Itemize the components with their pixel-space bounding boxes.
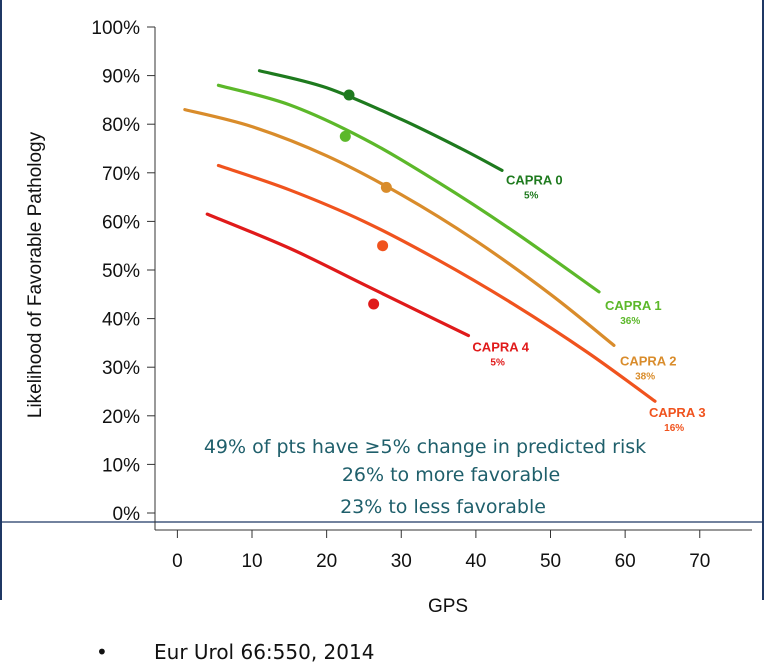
capra-2-line (183, 108, 616, 347)
capra-4-percent: 5% (490, 358, 505, 369)
x-axis-title: GPS (428, 596, 468, 617)
y-tick-label: 60% (102, 212, 140, 233)
y-tick-label: 90% (102, 67, 140, 88)
bullet-marker: • (96, 640, 108, 664)
capra-4-series: CAPRA 4 5% (205, 212, 530, 369)
y-axis-ticks: 0% 10% 20% 30% 40% 50% 60% 70% 80% 90% 100% (91, 18, 155, 525)
capra-4-line (205, 212, 471, 338)
x-tick-label: 20 (316, 551, 337, 572)
capra-3-label: CAPRA 3 (649, 405, 706, 420)
y-tick-label: 100% (91, 18, 140, 39)
y-tick-label: 10% (102, 455, 140, 476)
capra-3-percent: 16% (664, 423, 684, 434)
x-tick-label: 10 (241, 551, 262, 572)
capra-2-series: CAPRA 2 38% (183, 108, 677, 382)
x-tick-label: 40 (465, 551, 486, 572)
capra-1-line (216, 83, 601, 294)
series-layer: CAPRA 05%CAPRA 136%CAPRA 238%CAPRA 316%C… (183, 69, 706, 434)
capra-0-point (343, 89, 355, 101)
capra-3-line (216, 163, 657, 403)
x-tick-label: 70 (689, 551, 710, 572)
capra-2-point (380, 181, 392, 193)
y-tick-label: 20% (102, 407, 140, 428)
capra-2-label: CAPRA 2 (620, 353, 677, 368)
x-tick-label: 60 (615, 551, 636, 572)
y-tick-label: 50% (102, 261, 140, 282)
x-tick-label: 50 (540, 551, 561, 572)
capra-1-label: CAPRA 1 (605, 298, 662, 313)
capra-4-label: CAPRA 4 (472, 340, 529, 355)
capra-1-percent: 36% (620, 316, 640, 327)
citation: • Eur Urol 66:550, 2014 (96, 640, 374, 664)
y-tick-label: 30% (102, 358, 140, 379)
capra-4-point (368, 298, 380, 310)
x-axis-ticks: 0 10 20 30 40 50 60 70 (172, 530, 710, 572)
capra-0-label: CAPRA 0 (506, 172, 563, 187)
x-tick-label: 30 (391, 551, 412, 572)
annotation-line-1: 49% of pts have ≥5% change in predicted … (204, 436, 646, 458)
capra-0-series: CAPRA 0 5% (257, 69, 563, 201)
capra-3-point (377, 240, 389, 252)
y-tick-label: 0% (113, 504, 141, 525)
capra-1-point (339, 130, 351, 142)
y-tick-label: 80% (102, 115, 140, 136)
capra-0-line (257, 69, 504, 172)
capra-2-percent: 38% (635, 371, 655, 382)
capra-0-percent: 5% (524, 190, 539, 201)
capra-1-series: CAPRA 1 36% (216, 83, 662, 327)
y-axis-title: Likelihood of Favorable Pathology (25, 131, 46, 418)
gps-capra-chart: 0% 10% 20% 30% 40% 50% 60% 70% 80% 90% 100% 0 10 20 3… (0, 0, 764, 617)
x-tick-label: 0 (172, 551, 183, 572)
y-tick-label: 40% (102, 310, 140, 331)
citation-text: Eur Urol 66:550, 2014 (154, 640, 375, 664)
y-tick-label: 70% (102, 164, 140, 185)
capra-3-series: CAPRA 3 16% (216, 163, 706, 434)
annotation-line-2: 26% to more favorable (342, 464, 560, 486)
annotation-line-3: 23% to less favorable (340, 496, 546, 518)
